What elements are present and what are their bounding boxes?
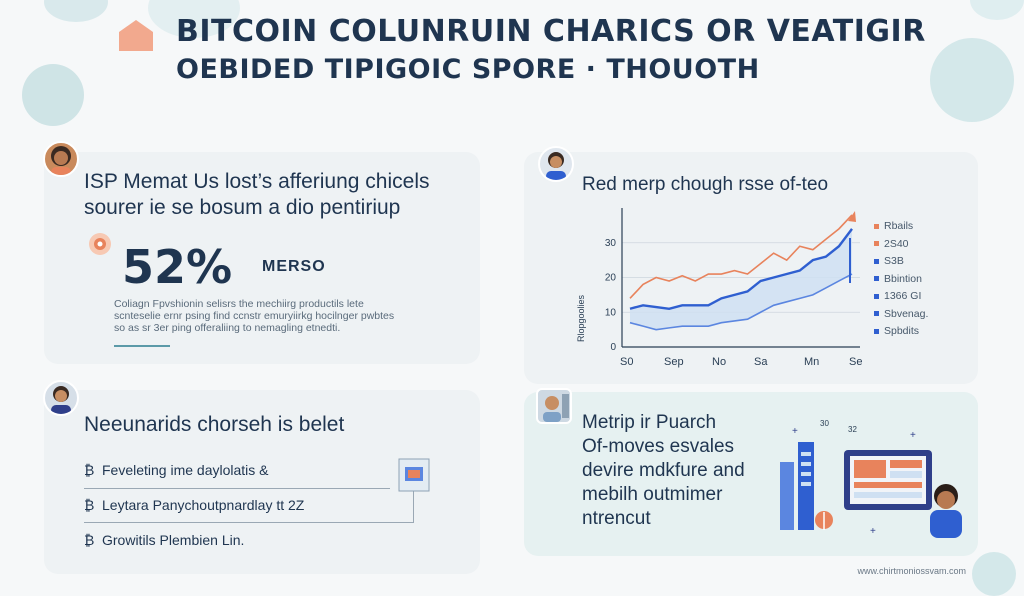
legend-swatch: [874, 258, 879, 264]
avatar: [538, 146, 574, 182]
x-tick-label: Sa: [754, 356, 768, 368]
decor-bubble: [970, 0, 1024, 20]
stat-description: so as sr 3er ping offeraliing to nemagli…: [114, 322, 341, 334]
x-tick-label: Sep: [664, 356, 684, 368]
y-tick-label: 10: [605, 307, 617, 318]
bullet-icon: ₿: [84, 532, 95, 548]
legend-label: 1366 GI: [884, 290, 922, 302]
legend-label: S3B: [884, 255, 904, 267]
decor-bubble: [44, 0, 108, 22]
list-divider: [84, 522, 414, 523]
bullet-icon: ₿: [84, 462, 95, 478]
area-fill: [630, 228, 852, 330]
stat-value: 52%: [122, 240, 233, 294]
list-item[interactable]: Leytara Panychoutpnardlay tt 2Z: [102, 497, 305, 513]
target-icon: [89, 233, 111, 255]
svg-text:32: 32: [848, 425, 857, 434]
list-divider: [413, 486, 414, 523]
list-item[interactable]: Growitils Plembien Lin.: [102, 532, 245, 548]
list-item[interactable]: Feveleting ime daylolatis &: [102, 462, 269, 478]
footer-url[interactable]: www.chirtmoniossvam.com: [857, 566, 966, 576]
card-text: devire mdkfure and: [582, 460, 745, 481]
legend-label: Rbails: [884, 220, 914, 232]
list-divider: [84, 488, 390, 489]
series-end-marker: [848, 210, 856, 222]
avatar: [43, 380, 79, 416]
y-tick-label: 30: [605, 238, 617, 249]
page-subtitle: OEBIDED TIPIGOIC SPORE · THOUOTH: [176, 54, 760, 85]
legend-item: Rbails: [874, 220, 913, 232]
legend-item: Bbintion: [874, 273, 922, 285]
stat-tag: MERSO: [262, 258, 326, 275]
legend-label: 2S40: [884, 237, 909, 250]
series-line: [629, 273, 853, 331]
card-text: ntrencut: [582, 508, 651, 529]
stat-card: [44, 152, 480, 364]
svg-text:+: +: [910, 430, 916, 441]
card-heading: sourer ie se bosum a dio pentiriup: [84, 196, 401, 219]
card-text: mebilh outmimer: [582, 484, 723, 505]
card-heading: Neeunarids chorseh is belet: [84, 413, 345, 436]
decor-bubble: [930, 38, 1014, 122]
y-axis-label: Rlopgoolies: [576, 294, 586, 342]
legend-item: 1366 GI: [874, 290, 921, 302]
card-heading: ISP Memat Us lost’s afferiung chicels: [84, 170, 430, 193]
legend-swatch: [874, 276, 879, 282]
decor-bubble: [972, 552, 1016, 596]
page-title: BITCOIN COLUNRUIN CHARICS OR VEATIGIR: [176, 14, 926, 49]
legend-item: S3B: [874, 255, 904, 267]
legend-label: Sbvenag.: [884, 307, 929, 320]
legend-item: Sbvenag.: [874, 308, 928, 320]
legend-item: Spbdits: [874, 325, 919, 337]
legend-item: 2S40: [874, 238, 909, 250]
legend-label: Spbdits: [884, 325, 920, 337]
series-line: [629, 214, 853, 299]
x-tick-label: No: [712, 356, 727, 368]
x-tick-label: S0: [620, 356, 634, 368]
chart-title: Red merp chough rsse of-teo: [582, 174, 829, 195]
series-line: [629, 228, 853, 310]
home-icon[interactable]: [117, 18, 155, 52]
y-tick-label: 20: [605, 273, 617, 284]
wallet-icon[interactable]: [398, 458, 430, 492]
legend-swatch: [874, 293, 879, 299]
legend-swatch: [874, 328, 879, 334]
stat-description: Coliagn Fpvshionin selisrs the mechiirg …: [114, 298, 364, 310]
card-text: Of-moves esvales: [582, 436, 735, 457]
legend-swatch: [874, 223, 879, 229]
svg-text:30: 30: [820, 419, 829, 428]
legend-swatch: [874, 311, 879, 317]
avatar: [43, 141, 79, 177]
card-text: Metrip ir Puarch: [582, 412, 717, 433]
bullet-icon: ₿: [84, 497, 95, 513]
x-tick-label: Mn: [804, 356, 820, 368]
avatar: [536, 388, 572, 424]
legend-label: Bbintion: [884, 272, 922, 285]
decor-bubble: [22, 64, 84, 126]
line-chart: Rlopgoolies 0 10 20 30: [576, 208, 860, 353]
workspace-illustration: 30 32 + + +: [780, 419, 962, 538]
divider: [114, 345, 170, 347]
svg-text:+: +: [792, 426, 798, 437]
svg-text:+: +: [870, 526, 876, 537]
y-tick-label: 0: [610, 342, 616, 353]
x-tick-label: Se: [849, 356, 863, 368]
legend-swatch: [874, 241, 879, 247]
stat-description: scnteselie ernr psing find ccnstr emuryi…: [114, 310, 395, 322]
chart-card: [524, 152, 978, 384]
